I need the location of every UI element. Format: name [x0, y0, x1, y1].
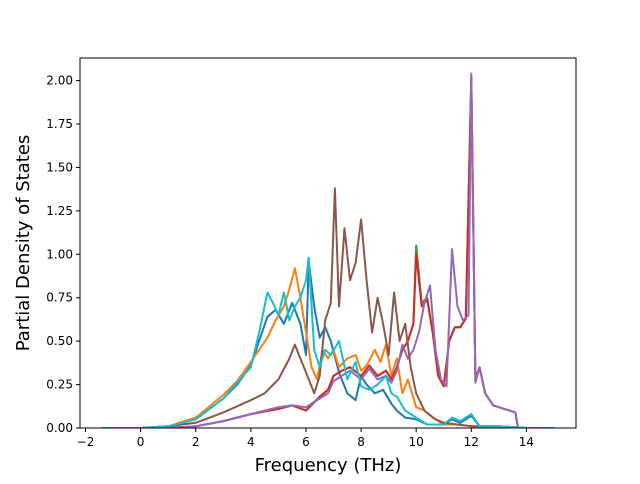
y-tick-label: 2.00: [46, 74, 73, 88]
x-tick-label: 0: [137, 435, 145, 449]
x-axis-ticks: −2 0 2 4 6 8 10 12 14: [77, 428, 534, 449]
y-tick-label: 0.00: [46, 421, 73, 435]
x-tick-label: 2: [192, 435, 200, 449]
y-axis-ticks: 0.00 0.25 0.50 0.75 1.00 1.25 1.50 1.75 2.00: [46, 74, 80, 435]
y-tick-label: 0.75: [46, 291, 73, 305]
x-tick-label: 10: [409, 435, 424, 449]
x-tick-label: 6: [302, 435, 310, 449]
y-axis-label: Partial Density of States: [13, 135, 34, 352]
y-tick-label: 1.75: [46, 117, 73, 131]
y-tick-label: 0.25: [46, 378, 73, 392]
y-tick-label: 0.50: [46, 334, 73, 348]
y-tick-label: 1.00: [46, 247, 73, 261]
x-tick-label: −2: [77, 435, 95, 449]
series-line-5: [102, 72, 554, 428]
x-tick-label: 4: [247, 435, 255, 449]
plot-frame: [79, 57, 577, 429]
series-layer: [102, 72, 554, 428]
y-tick-label: 1.50: [46, 160, 73, 174]
x-tick-label: 12: [464, 435, 479, 449]
x-tick-label: 14: [519, 435, 534, 449]
series-line-7: [102, 256, 554, 428]
y-tick-label: 1.25: [46, 204, 73, 218]
x-axis-label: Frequency (THz): [255, 455, 402, 476]
x-tick-label: 8: [357, 435, 365, 449]
series-line-6: [102, 187, 554, 428]
